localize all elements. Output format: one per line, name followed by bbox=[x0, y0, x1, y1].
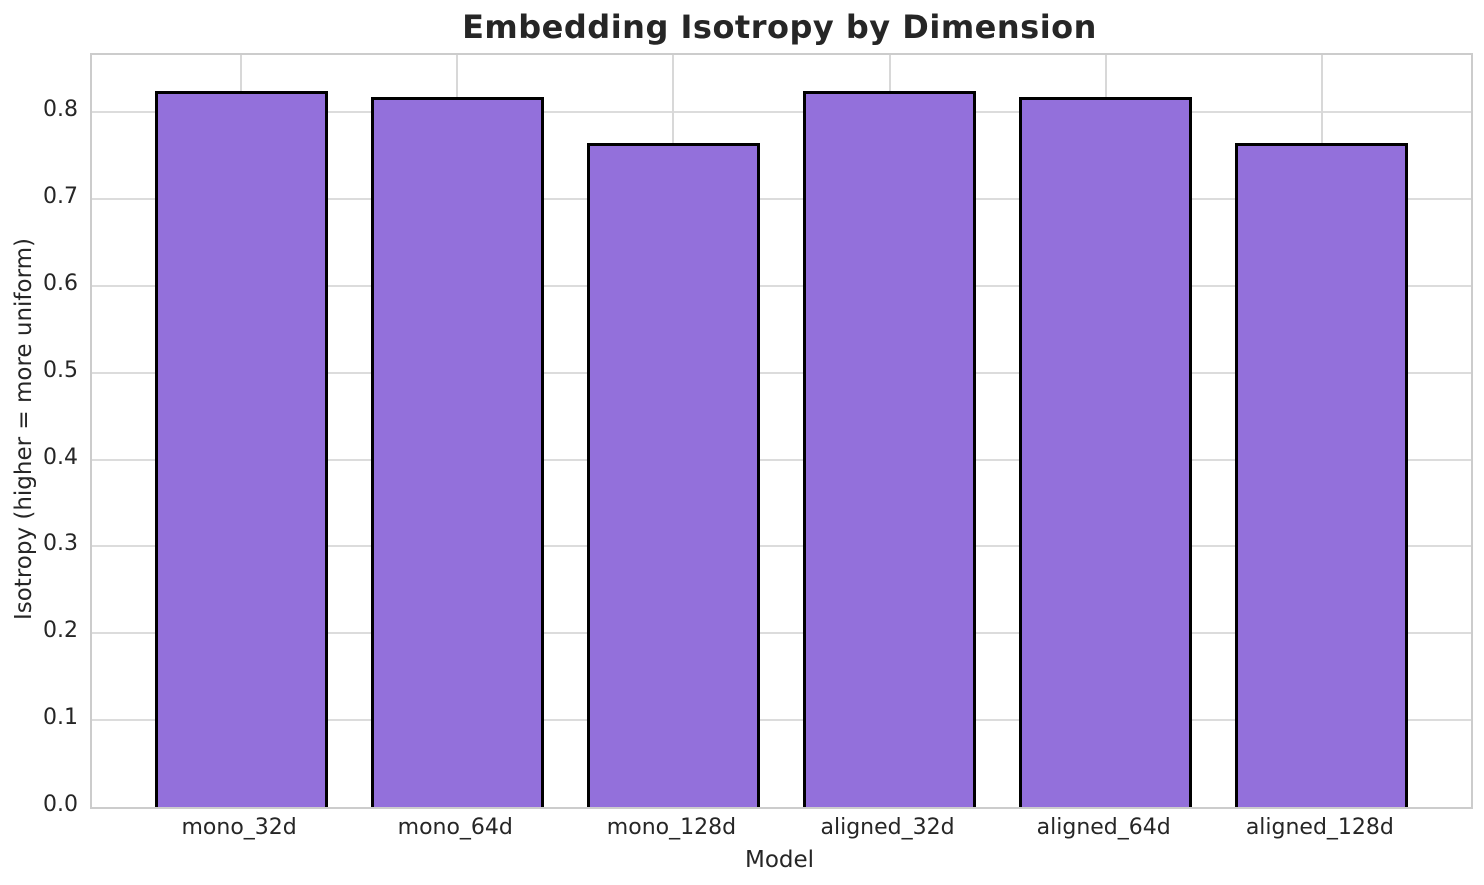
x-tick-aligned_32d: aligned_32d bbox=[820, 815, 955, 840]
x-axis-label: Model bbox=[744, 847, 815, 873]
plot-area bbox=[90, 53, 1473, 809]
x-tick-mono_128d: mono_128d bbox=[606, 815, 737, 840]
bar-mono_128d bbox=[586, 142, 760, 807]
y-tick-0.0: 0.0 bbox=[43, 792, 78, 817]
gridline-y-0.8 bbox=[92, 111, 1471, 114]
x-tick-mono_32d: mono_32d bbox=[181, 815, 297, 840]
bar-aligned_64d bbox=[1019, 96, 1193, 807]
y-tick-0.4: 0.4 bbox=[43, 444, 78, 470]
x-tick-aligned_64d: aligned_64d bbox=[1036, 815, 1171, 840]
y-tick-0.3: 0.3 bbox=[43, 531, 78, 557]
x-tick-mono_64d: mono_64d bbox=[397, 815, 513, 840]
gridline-y-0.4 bbox=[92, 458, 1471, 461]
x-tick-aligned_128d: aligned_128d bbox=[1245, 815, 1394, 840]
y-tick-0.8: 0.8 bbox=[43, 97, 78, 123]
bar-aligned_32d bbox=[803, 90, 977, 807]
y-tick-0.7: 0.7 bbox=[43, 184, 78, 210]
bar-mono_64d bbox=[370, 96, 544, 807]
gridline-y-0.5 bbox=[92, 371, 1471, 374]
y-tick-0.5: 0.5 bbox=[43, 357, 78, 383]
gridline-y-0.3 bbox=[92, 545, 1471, 548]
gridline-y-0.2 bbox=[92, 632, 1471, 635]
gridline-y-0.6 bbox=[92, 284, 1471, 287]
y-tick-0.1: 0.1 bbox=[43, 705, 78, 731]
bar-aligned_128d bbox=[1235, 142, 1409, 807]
chart-title: Embedding Isotropy by Dimension bbox=[462, 8, 1097, 46]
gridline-y-0.7 bbox=[92, 198, 1471, 201]
y-tick-0.6: 0.6 bbox=[43, 270, 78, 296]
y-tick-0.2: 0.2 bbox=[43, 618, 78, 644]
bar-mono_32d bbox=[154, 90, 328, 807]
gridline-y-0.1 bbox=[92, 719, 1471, 722]
